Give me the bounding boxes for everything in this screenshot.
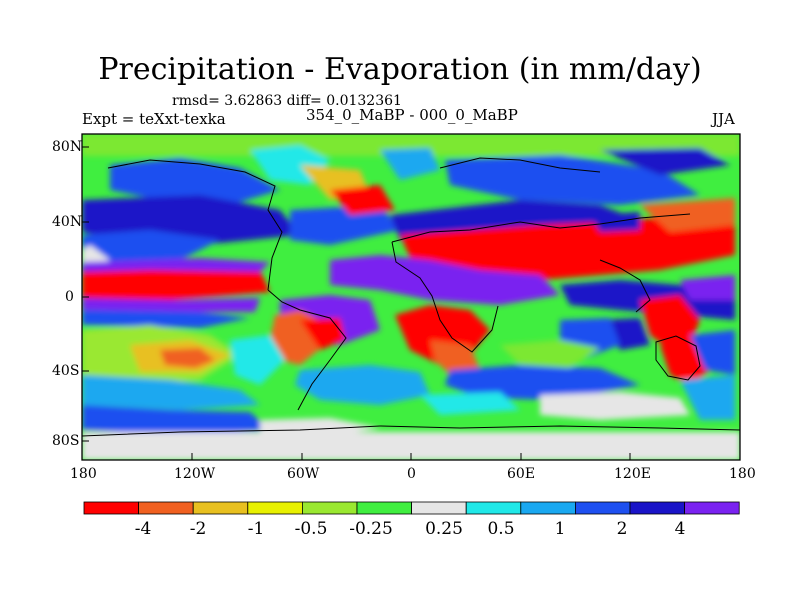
chart-title: Precipitation - Evaporation (in mm/day) <box>98 52 702 87</box>
cb-label-9: 2 <box>616 519 628 539</box>
stats-label: rmsd= 3.62863 diff= 0.0132361 <box>172 93 402 109</box>
cb-label-6: 0.25 <box>425 519 463 539</box>
lon-tick-120e: 120E <box>614 466 651 482</box>
cb-box-2 <box>138 501 194 515</box>
cb-box-9 <box>520 501 576 515</box>
cb-label-2: -2 <box>189 519 207 539</box>
lat-tick-40s: 40S <box>52 363 80 379</box>
lat-tick-80s: 80S <box>52 433 80 449</box>
coastlines <box>82 157 740 437</box>
cb-box-8 <box>465 501 522 515</box>
cb-box-4 <box>247 501 303 515</box>
lon-tick-60e: 60E <box>507 466 536 482</box>
lat-tick-80n: 80N <box>52 139 83 155</box>
comparison-label: 354_0_MaBP - 000_0_MaBP <box>306 106 518 124</box>
lon-tick-120w: 120W <box>174 466 216 482</box>
experiment-label: Expt = teXxt-texka <box>82 110 226 128</box>
cb-label-5: -0.25 <box>349 519 393 539</box>
lon-tick-180w: 180 <box>70 466 97 482</box>
lon-tick-0: 0 <box>407 466 416 482</box>
season-label: JJA <box>712 110 735 128</box>
cb-label-8: 1 <box>554 519 566 539</box>
precip-evap-field <box>82 134 740 460</box>
cb-box-12 <box>684 501 740 515</box>
colorbar <box>83 501 740 515</box>
cb-label-3: -1 <box>247 519 265 539</box>
lon-tick-180e: 180 <box>729 466 756 482</box>
cb-box-3 <box>192 501 249 515</box>
cb-box-1 <box>83 501 139 515</box>
cb-label-7: 0.5 <box>487 519 515 539</box>
cb-box-10 <box>575 501 631 515</box>
lon-tick-60w: 60W <box>287 466 320 482</box>
cb-label-4: -0.5 <box>294 519 328 539</box>
cb-box-11 <box>629 501 685 515</box>
lat-tick-40n: 40N <box>52 214 83 230</box>
lat-tick-0: 0 <box>65 289 74 305</box>
cb-box-6 <box>356 501 412 515</box>
cb-label-1: -4 <box>134 519 152 539</box>
cb-box-7 <box>411 501 467 515</box>
cb-box-5 <box>301 501 358 515</box>
cb-label-10: 4 <box>674 519 686 539</box>
axis-ticks <box>81 146 741 460</box>
